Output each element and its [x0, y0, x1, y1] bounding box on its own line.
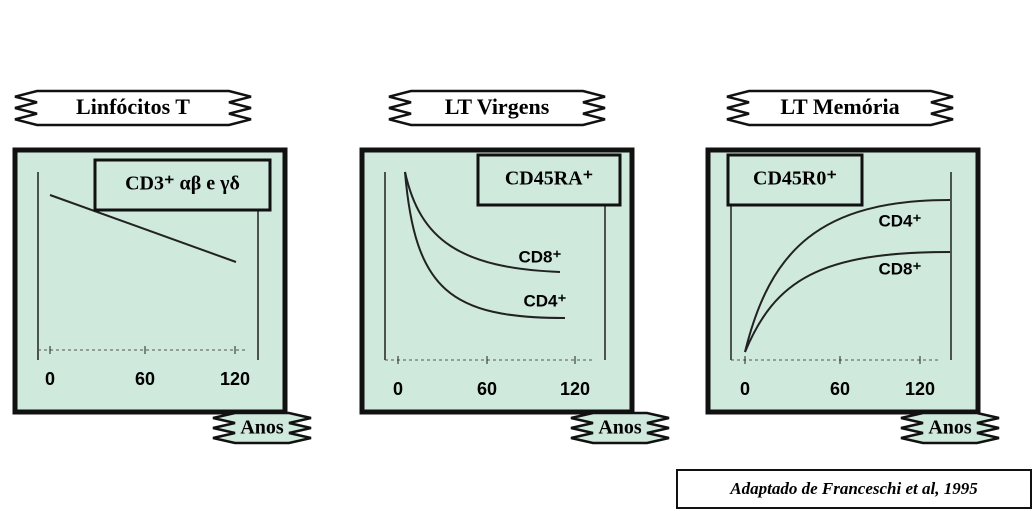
curve-label: CD8⁺: [879, 259, 922, 278]
x-tick-label: 120: [220, 369, 250, 389]
x-tick-label: 60: [830, 379, 850, 399]
x-tick-label: 120: [560, 379, 590, 399]
citation-box: [676, 469, 1032, 509]
title-burst: [388, 89, 606, 127]
anos-burst: [212, 411, 312, 445]
x-tick-label: 0: [393, 379, 403, 399]
x-tick-label: 0: [45, 369, 55, 389]
panel: CD4⁺ CD8⁺ CD45R0⁺ 0 60 120 LT Memória Anos: [705, 89, 1000, 445]
curve: [404, 171, 561, 273]
x-label: Anos: [598, 417, 642, 439]
curve: [744, 251, 951, 353]
label-box: [476, 153, 622, 207]
panel-title: LT Memória: [780, 94, 899, 119]
citation: Adaptado de Franceschi et al, 1995: [729, 479, 978, 498]
panel-title: Linfócitos T: [76, 94, 190, 119]
label-box: [726, 153, 864, 207]
label-box: [93, 158, 272, 212]
x-label: Anos: [928, 417, 972, 439]
curve: [744, 199, 951, 353]
curve: [404, 171, 566, 319]
curve-label: CD8⁺: [519, 247, 562, 266]
panel-title: LT Virgens: [445, 94, 550, 119]
x-tick-label: 60: [477, 379, 497, 399]
curve-label: CD4⁺: [879, 211, 922, 230]
x-label: Anos: [240, 417, 284, 439]
panel: CD8⁺ CD4⁺ CD45RA⁺ 0 60 120 LT Virgens Anos: [359, 89, 670, 445]
label-text: CD3⁺ αβ e γδ: [125, 173, 240, 195]
anos-burst: [900, 411, 1000, 445]
anos-burst: [570, 411, 670, 445]
curve-label: CD4⁺: [524, 291, 567, 310]
curve: [49, 194, 237, 263]
label-text: CD45RA⁺: [505, 168, 593, 190]
title-burst: [14, 89, 252, 127]
x-tick-label: 120: [905, 379, 935, 399]
label-text: CD45R0⁺: [753, 168, 837, 190]
panel: CD3⁺ αβ e γδ 0 60 120 Linfócitos T Anos: [12, 89, 312, 445]
x-tick-label: 60: [135, 369, 155, 389]
x-tick-label: 0: [740, 379, 750, 399]
title-burst: [726, 89, 954, 127]
